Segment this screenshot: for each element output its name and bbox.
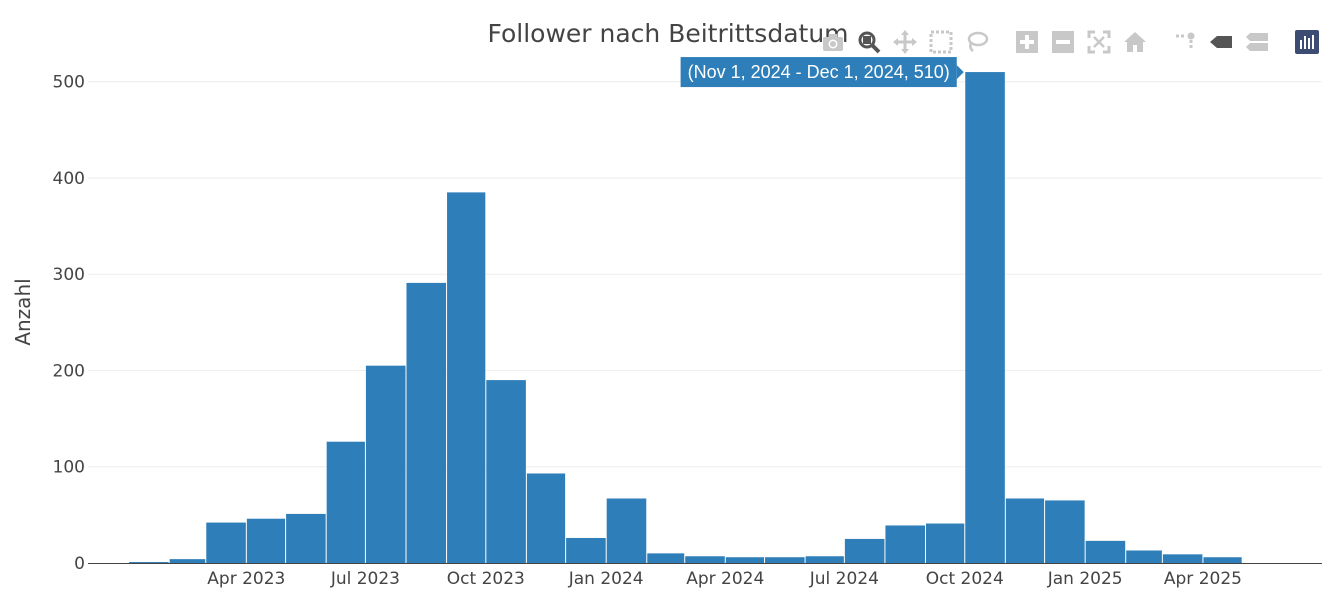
- camera-icon[interactable]: [820, 29, 846, 55]
- histogram-bar[interactable]: [1085, 540, 1126, 563]
- x-tick-label: Apr 2025: [1164, 569, 1242, 589]
- pan-icon[interactable]: [892, 29, 918, 55]
- hover-tooltip-arrow: [956, 65, 964, 80]
- histogram-bar[interactable]: [885, 525, 925, 563]
- hover-tooltip-text: (Nov 1, 2024 - Dec 1, 2024, 510): [688, 62, 950, 82]
- hover-compare-icon[interactable]: [1244, 29, 1270, 55]
- histogram-bar[interactable]: [129, 562, 169, 564]
- histogram-bar[interactable]: [486, 380, 526, 563]
- histogram-bar[interactable]: [765, 557, 805, 563]
- histogram-bar[interactable]: [647, 553, 685, 563]
- histogram-bar[interactable]: [246, 518, 286, 563]
- histogram-bar[interactable]: [1126, 550, 1162, 563]
- x-tick-label: Jul 2024: [809, 569, 879, 589]
- histogram-bar[interactable]: [725, 557, 765, 563]
- histogram-bar[interactable]: [685, 556, 725, 563]
- histogram-bar[interactable]: [1162, 554, 1203, 563]
- x-tick-label: Apr 2024: [686, 569, 764, 589]
- histogram-bar[interactable]: [965, 72, 1005, 563]
- histogram-bar[interactable]: [566, 537, 606, 563]
- y-gridlines: [88, 81, 1322, 468]
- reset-axes-icon[interactable]: [1122, 29, 1148, 55]
- histogram-bar[interactable]: [606, 498, 647, 563]
- histogram-bar[interactable]: [406, 282, 447, 563]
- x-tick-label: Jan 2025: [1047, 569, 1123, 589]
- histogram-bar[interactable]: [526, 473, 566, 563]
- chart-title: Follower nach Beitrittsdatum: [487, 19, 848, 48]
- x-tick-label: Oct 2023: [447, 569, 525, 589]
- hover-closest-icon[interactable]: [1208, 29, 1234, 55]
- y-tick-label: 400: [53, 169, 85, 189]
- zoom-out-icon[interactable]: [1050, 29, 1076, 55]
- plotly-logo-icon[interactable]: [1294, 29, 1320, 55]
- x-tick-label: Apr 2023: [207, 569, 285, 589]
- y-tick-label: 100: [53, 458, 85, 478]
- histogram-bar[interactable]: [447, 192, 486, 563]
- histogram-bar[interactable]: [1005, 498, 1045, 563]
- histogram-bar[interactable]: [206, 522, 246, 563]
- histogram-bar[interactable]: [925, 523, 965, 563]
- x-tick-label: Jan 2024: [568, 569, 644, 589]
- x-tick-label: Jul 2023: [330, 569, 400, 589]
- box-select-icon[interactable]: [928, 29, 954, 55]
- histogram-bar[interactable]: [844, 538, 885, 563]
- histogram-bar[interactable]: [365, 365, 406, 563]
- hover-tooltip-box: [680, 57, 957, 88]
- y-tick-label: 0: [74, 554, 85, 574]
- histogram-bar[interactable]: [286, 513, 326, 563]
- histogram-bars[interactable]: [88, 72, 1322, 564]
- y-tick-label: 300: [53, 265, 85, 285]
- y-tick-label: 500: [53, 73, 85, 93]
- histogram-bar[interactable]: [1045, 500, 1085, 563]
- y-axis-label: Anzahl: [11, 278, 35, 345]
- zoom-icon[interactable]: [856, 29, 882, 55]
- x-tick-label: Oct 2024: [926, 569, 1004, 589]
- histogram-bar[interactable]: [1203, 557, 1242, 563]
- autoscale-icon[interactable]: [1086, 29, 1112, 55]
- histogram-bar[interactable]: [169, 559, 206, 563]
- lasso-select-icon[interactable]: [964, 29, 990, 55]
- hover-tooltip: (Nov 1, 2024 - Dec 1, 2024, 510): [680, 57, 964, 88]
- zoom-in-icon[interactable]: [1014, 29, 1040, 55]
- histogram-bar[interactable]: [805, 556, 844, 563]
- histogram-bar[interactable]: [326, 441, 365, 563]
- y-tick-label: 200: [53, 361, 85, 381]
- spike-lines-icon[interactable]: [1172, 29, 1198, 55]
- y-axis-ticks: 0 100 200 300 400 500: [53, 73, 85, 574]
- x-axis-ticks: Apr 2023 Jul 2023 Oct 2023 Jan 2024 Apr 2024…: [207, 569, 1242, 589]
- modebar: [820, 26, 1330, 58]
